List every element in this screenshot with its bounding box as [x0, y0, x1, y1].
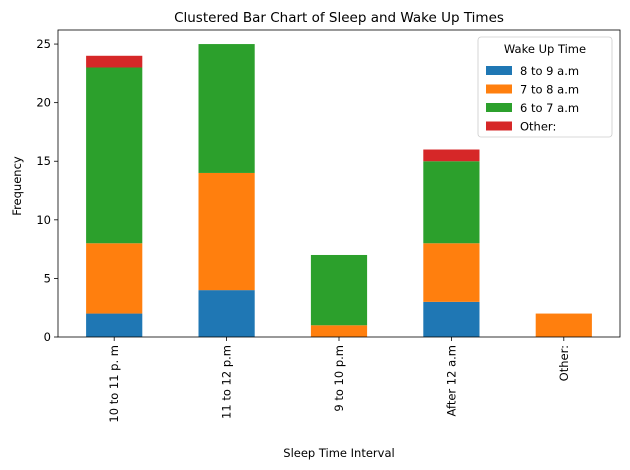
bar-5-series-2: [535, 313, 592, 337]
y-tick-label: 10: [36, 213, 51, 227]
legend-swatch-3: [486, 103, 512, 112]
x-tick-label: 10 to 11 p. m: [107, 345, 121, 423]
legend-title: Wake Up Time: [504, 42, 586, 56]
bar-1-series-3: [86, 67, 143, 244]
bar-1-series-4: [86, 55, 143, 68]
legend-swatch-1: [486, 66, 512, 75]
x-tick-label: After 12 a.m: [444, 345, 458, 416]
y-tick-label: 25: [36, 37, 51, 51]
x-tick-label: Other:: [557, 345, 571, 381]
legend-entry-4: Other:: [520, 120, 556, 134]
bar-4-series-1: [423, 301, 480, 337]
x-axis: 10 to 11 p. m 11 to 12 p.m 9 to 10 p.m Afte…: [107, 337, 571, 423]
legend-entry-2: 7 to 8 a.m: [520, 83, 579, 97]
legend: Wake Up Time 8 to 9 a.m 7 to 8 a.m 6 to 7 a…: [477, 36, 613, 138]
legend-swatch-2: [486, 84, 512, 94]
y-axis-label: Frequency: [10, 156, 24, 216]
bar-2-series-1: [198, 290, 255, 337]
bar-3-series-3: [310, 254, 368, 326]
y-tick-label: 20: [36, 96, 51, 110]
bar-1-series-2: [86, 243, 143, 314]
chart-title: Clustered Bar Chart of Sleep and Wake Up…: [174, 10, 504, 26]
legend-entry-1: 8 to 9 a.m: [520, 64, 579, 78]
y-tick-label: 15: [36, 154, 51, 168]
bar-4-series-3: [423, 161, 480, 244]
y-axis: 0 5 10 15 20 25: [36, 37, 58, 344]
bar-2-series-3: [198, 44, 255, 173]
x-tick-label: 9 to 10 p.m: [332, 345, 346, 412]
y-tick-label: 0: [44, 330, 51, 344]
y-tick-label: 5: [44, 271, 51, 285]
x-tick-label: 11 to 12 p.m: [220, 345, 234, 419]
bar-2-series-2: [198, 172, 255, 291]
plot-area: [57, 29, 621, 338]
legend-swatch-4: [486, 121, 512, 131]
bar-4-series-4: [423, 149, 480, 162]
bar-3-series-2: [310, 325, 368, 337]
bar-1-series-1: [86, 313, 143, 337]
x-axis-label: Sleep Time Interval: [283, 446, 394, 460]
legend-entry-3: 6 to 7 a.m: [520, 101, 579, 115]
bar-4-series-2: [423, 243, 480, 302]
